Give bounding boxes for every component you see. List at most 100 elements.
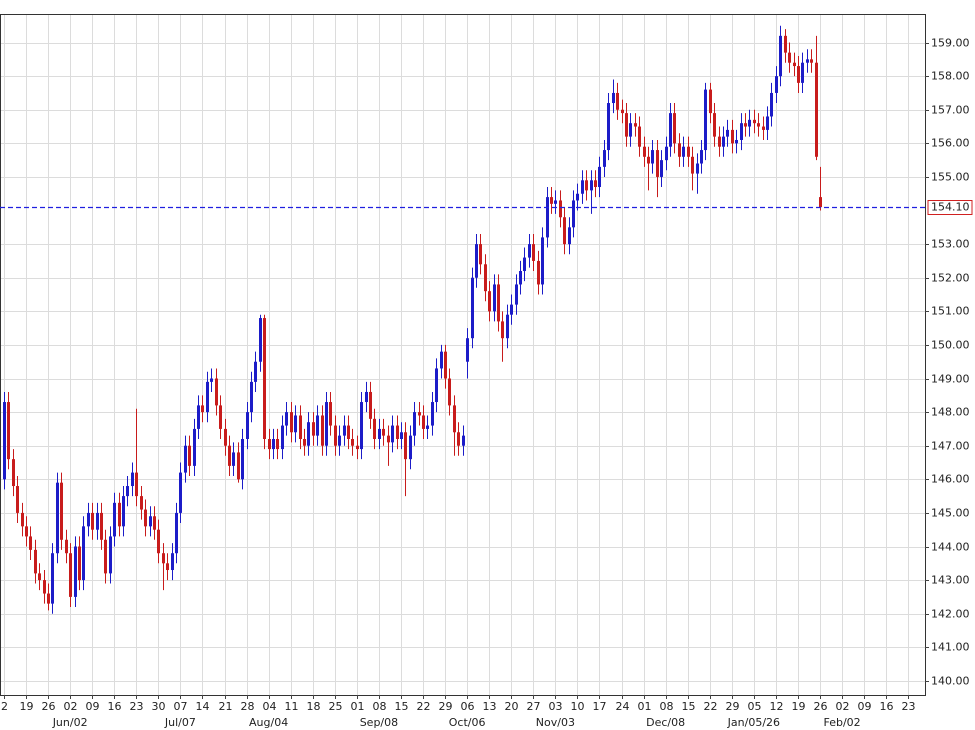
candle-body: [404, 432, 407, 460]
candle-body: [493, 284, 496, 312]
candle-body: [263, 318, 266, 439]
y-tick-label: 152.00: [931, 272, 970, 285]
candle-body: [757, 123, 760, 127]
candle-body: [34, 549, 37, 574]
candle-body: [457, 432, 460, 446]
x-tick-label: 02: [64, 700, 78, 713]
x-tick-label: 22: [417, 700, 431, 713]
candle-body: [731, 129, 734, 144]
candle-body: [740, 123, 743, 140]
y-tick-label: 146.00: [931, 473, 970, 486]
candle-body: [281, 425, 284, 450]
x-tick-label: 26: [42, 700, 56, 713]
candle-body: [819, 197, 822, 208]
month-label: Feb/02: [823, 716, 860, 729]
candle-body: [312, 422, 315, 436]
candle-body: [691, 156, 694, 174]
candle-body: [444, 351, 447, 379]
x-tick-label: 21: [219, 700, 233, 713]
y-tick-label: 145.00: [931, 507, 970, 520]
y-tick-label: 150.00: [931, 339, 970, 352]
x-tick-label: 18: [307, 700, 321, 713]
candle-body: [572, 200, 575, 228]
candle-body: [766, 116, 769, 130]
candle-body: [206, 381, 209, 413]
candle-body: [793, 62, 796, 67]
candle-body: [356, 445, 359, 450]
candle-body: [532, 244, 535, 261]
x-tick-label: 29: [439, 700, 453, 713]
candle-body: [338, 435, 341, 446]
candle-body: [462, 435, 465, 446]
candle-body: [700, 150, 703, 164]
candle-body: [466, 338, 469, 362]
candle-body: [413, 412, 416, 436]
candle-body: [347, 425, 350, 439]
candle-body: [78, 546, 81, 581]
candle-body: [563, 217, 566, 245]
candle-body: [140, 496, 143, 510]
x-tick-label: 13: [483, 700, 497, 713]
candle-body: [788, 52, 791, 63]
candle-body: [228, 445, 231, 466]
candle-body: [660, 160, 663, 177]
y-tick-label: 157.00: [931, 104, 970, 117]
x-tick-label: 30: [152, 700, 166, 713]
candle-body: [69, 553, 72, 597]
candle-body: [634, 123, 637, 127]
x-tick-label: 08: [660, 700, 674, 713]
candle-body: [506, 314, 509, 339]
candle-body: [197, 405, 200, 429]
candle-body: [175, 512, 178, 554]
candle-body: [598, 166, 601, 188]
y-tick-label: 155.00: [931, 171, 970, 184]
candle-body: [678, 143, 681, 157]
candle-body: [625, 113, 628, 137]
candle-body: [550, 197, 553, 204]
candle-body: [748, 119, 751, 127]
candle-body: [713, 113, 716, 137]
y-tick-label: 148.00: [931, 406, 970, 419]
x-tick-label: 23: [130, 700, 144, 713]
y-tick-label: 156.00: [931, 137, 970, 150]
candle-body: [3, 402, 6, 480]
y-tick-label: 151.00: [931, 305, 970, 318]
candle-body: [762, 126, 765, 130]
candle-body: [144, 509, 147, 527]
candle-body: [744, 123, 747, 127]
x-tick-label: 15: [395, 700, 409, 713]
candle-body: [7, 402, 10, 460]
candle-body: [38, 573, 41, 581]
candle-body: [448, 378, 451, 406]
candle-body: [453, 405, 456, 433]
candle-body: [779, 35, 782, 77]
candle-body: [329, 402, 332, 426]
candle-body: [576, 193, 579, 201]
candle-body: [268, 438, 271, 450]
candle-body: [246, 412, 249, 439]
x-tick-label: 11: [285, 700, 299, 713]
y-tick-label: 142.00: [931, 608, 970, 621]
candle-body: [585, 180, 588, 191]
candle-body: [188, 445, 191, 466]
candle-body: [673, 113, 676, 144]
candle-body: [224, 428, 227, 446]
month-label: Jan/05/26: [727, 716, 780, 729]
candle-body: [422, 415, 425, 429]
candle-body: [603, 150, 606, 167]
candle-body: [594, 180, 597, 188]
y-tick-label: 143.00: [931, 574, 970, 587]
candle-body: [113, 502, 116, 537]
candle-body: [479, 244, 482, 265]
month-label: Oct/06: [449, 716, 486, 729]
candle-body: [497, 284, 500, 322]
candle-body: [426, 425, 429, 429]
candle-body: [810, 59, 813, 63]
candle-body: [682, 146, 685, 157]
candle-body: [687, 146, 690, 157]
candle-body: [484, 264, 487, 292]
candle-body: [418, 412, 421, 416]
candle-body: [647, 156, 650, 164]
candle-body: [815, 62, 818, 157]
candle-body: [735, 139, 738, 144]
